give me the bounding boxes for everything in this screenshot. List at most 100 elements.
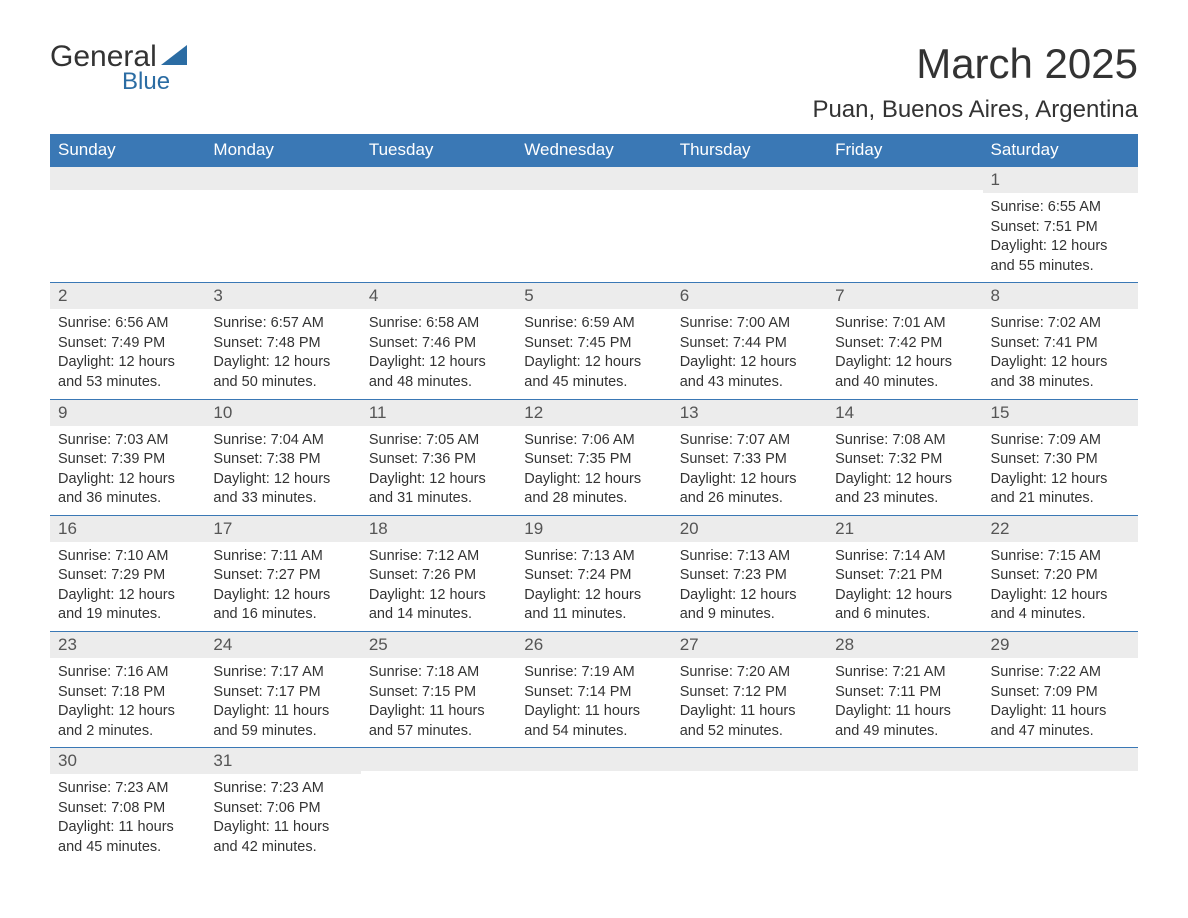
sunset-line: Sunset: 7:11 PM <box>835 683 974 703</box>
empty-body <box>361 191 516 271</box>
daylight-line: Daylight: 12 hours and 33 minutes. <box>213 470 352 509</box>
sunset-line: Sunset: 7:18 PM <box>58 683 197 703</box>
calendar-cell: 3Sunrise: 6:57 AMSunset: 7:48 PMDaylight… <box>205 283 360 399</box>
day-number: 6 <box>672 283 827 310</box>
sunset-line: Sunset: 7:38 PM <box>213 450 352 470</box>
sunset-line: Sunset: 7:20 PM <box>991 566 1130 586</box>
sunrise-line: Sunrise: 7:20 AM <box>680 663 819 683</box>
sunset-line: Sunset: 7:41 PM <box>991 334 1130 354</box>
daylight-line: Daylight: 12 hours and 19 minutes. <box>58 586 197 625</box>
sunrise-line: Sunrise: 6:57 AM <box>213 314 352 334</box>
sunset-line: Sunset: 7:36 PM <box>369 450 508 470</box>
sunrise-line: Sunrise: 6:55 AM <box>991 198 1130 218</box>
calendar-cell: 23Sunrise: 7:16 AMSunset: 7:18 PMDayligh… <box>50 632 205 748</box>
calendar-cell: 20Sunrise: 7:13 AMSunset: 7:23 PMDayligh… <box>672 515 827 631</box>
day-body: Sunrise: 6:55 AMSunset: 7:51 PMDaylight:… <box>983 194 1138 282</box>
sunset-line: Sunset: 7:46 PM <box>369 334 508 354</box>
title-block: March 2025 Puan, Buenos Aires, Argentina <box>812 40 1138 124</box>
calendar-cell <box>205 167 360 283</box>
sunrise-line: Sunrise: 7:01 AM <box>835 314 974 334</box>
day-body: Sunrise: 7:05 AMSunset: 7:36 PMDaylight:… <box>361 427 516 515</box>
calendar-cell: 21Sunrise: 7:14 AMSunset: 7:21 PMDayligh… <box>827 515 982 631</box>
sunset-line: Sunset: 7:09 PM <box>991 683 1130 703</box>
logo: General Blue <box>50 40 187 96</box>
calendar-row: 1Sunrise: 6:55 AMSunset: 7:51 PMDaylight… <box>50 167 1138 283</box>
day-number: 18 <box>361 516 516 543</box>
empty-body <box>516 191 671 271</box>
empty-daynum <box>827 167 982 191</box>
sunset-line: Sunset: 7:27 PM <box>213 566 352 586</box>
day-number: 22 <box>983 516 1138 543</box>
day-number: 20 <box>672 516 827 543</box>
day-number: 7 <box>827 283 982 310</box>
empty-body <box>205 191 360 271</box>
calendar-cell <box>672 167 827 283</box>
daylight-line: Daylight: 12 hours and 16 minutes. <box>213 586 352 625</box>
day-body: Sunrise: 6:59 AMSunset: 7:45 PMDaylight:… <box>516 310 671 398</box>
day-body: Sunrise: 6:58 AMSunset: 7:46 PMDaylight:… <box>361 310 516 398</box>
day-number: 28 <box>827 632 982 659</box>
calendar-cell: 8Sunrise: 7:02 AMSunset: 7:41 PMDaylight… <box>983 283 1138 399</box>
sunrise-line: Sunrise: 7:03 AM <box>58 431 197 451</box>
sunset-line: Sunset: 7:51 PM <box>991 218 1130 238</box>
day-number: 16 <box>50 516 205 543</box>
day-body: Sunrise: 7:14 AMSunset: 7:21 PMDaylight:… <box>827 543 982 631</box>
calendar-cell <box>361 167 516 283</box>
calendar-row: 23Sunrise: 7:16 AMSunset: 7:18 PMDayligh… <box>50 632 1138 748</box>
day-number: 17 <box>205 516 360 543</box>
day-number: 27 <box>672 632 827 659</box>
calendar-cell: 17 Sunrise: 7:11 AMSunset: 7:27 PMDayligh… <box>205 515 360 631</box>
day-number: 4 <box>361 283 516 310</box>
sunset-line: Sunset: 7:21 PM <box>835 566 974 586</box>
daylight-line: Daylight: 12 hours and 55 minutes. <box>991 237 1130 276</box>
daylight-line: Daylight: 12 hours and 21 minutes. <box>991 470 1130 509</box>
calendar-cell: 13Sunrise: 7:07 AMSunset: 7:33 PMDayligh… <box>672 399 827 515</box>
day-body: Sunrise: 7:20 AMSunset: 7:12 PMDaylight:… <box>672 659 827 747</box>
sunset-line: Sunset: 7:26 PM <box>369 566 508 586</box>
day-body: Sunrise: 7:09 AMSunset: 7:30 PMDaylight:… <box>983 427 1138 515</box>
empty-daynum <box>361 748 516 772</box>
day-body: Sunrise: 7:10 AMSunset: 7:29 PMDaylight:… <box>50 543 205 631</box>
sunrise-line: Sunrise: 7:23 AM <box>58 779 197 799</box>
calendar-row: 9Sunrise: 7:03 AMSunset: 7:39 PMDaylight… <box>50 399 1138 515</box>
calendar-cell: 6Sunrise: 7:00 AMSunset: 7:44 PMDaylight… <box>672 283 827 399</box>
weekday-header: Monday <box>205 134 360 167</box>
sunset-line: Sunset: 7:23 PM <box>680 566 819 586</box>
calendar-cell: 1Sunrise: 6:55 AMSunset: 7:51 PMDaylight… <box>983 167 1138 283</box>
daylight-line: Daylight: 12 hours and 53 minutes. <box>58 353 197 392</box>
day-number: 26 <box>516 632 671 659</box>
weekday-header: Friday <box>827 134 982 167</box>
sunrise-line: Sunrise: 7:13 AM <box>680 547 819 567</box>
sunset-line: Sunset: 7:14 PM <box>524 683 663 703</box>
daylight-line: Daylight: 12 hours and 36 minutes. <box>58 470 197 509</box>
calendar-cell: 30Sunrise: 7:23 AMSunset: 7:08 PMDayligh… <box>50 748 205 864</box>
day-number: 11 <box>361 400 516 427</box>
day-number: 5 <box>516 283 671 310</box>
daylight-line: Daylight: 12 hours and 31 minutes. <box>369 470 508 509</box>
calendar-cell <box>50 167 205 283</box>
sunset-line: Sunset: 7:29 PM <box>58 566 197 586</box>
sunrise-line: Sunrise: 7:08 AM <box>835 431 974 451</box>
sunrise-line: Sunrise: 7:16 AM <box>58 663 197 683</box>
empty-body <box>672 191 827 271</box>
triangle-icon <box>161 45 187 70</box>
daylight-line: Daylight: 12 hours and 40 minutes. <box>835 353 974 392</box>
sunrise-line: Sunrise: 7:11 AM <box>213 547 352 567</box>
sunrise-line: Sunrise: 7:21 AM <box>835 663 974 683</box>
daylight-line: Daylight: 11 hours and 47 minutes. <box>991 702 1130 741</box>
day-body: Sunrise: 7:06 AMSunset: 7:35 PMDaylight:… <box>516 427 671 515</box>
day-body: Sunrise: 7:02 AMSunset: 7:41 PMDaylight:… <box>983 310 1138 398</box>
sunrise-line: Sunrise: 7:23 AM <box>213 779 352 799</box>
daylight-line: Daylight: 12 hours and 14 minutes. <box>369 586 508 625</box>
calendar-cell: 28Sunrise: 7:21 AMSunset: 7:11 PMDayligh… <box>827 632 982 748</box>
daylight-line: Daylight: 12 hours and 4 minutes. <box>991 586 1130 625</box>
calendar-cell: 29Sunrise: 7:22 AMSunset: 7:09 PMDayligh… <box>983 632 1138 748</box>
empty-daynum <box>516 167 671 191</box>
daylight-line: Daylight: 12 hours and 38 minutes. <box>991 353 1130 392</box>
sunset-line: Sunset: 7:15 PM <box>369 683 508 703</box>
header: General Blue March 2025 Puan, Buenos Air… <box>50 40 1138 124</box>
calendar-cell: 15Sunrise: 7:09 AMSunset: 7:30 PMDayligh… <box>983 399 1138 515</box>
day-body: Sunrise: 7:13 AMSunset: 7:24 PMDaylight:… <box>516 543 671 631</box>
day-number: 14 <box>827 400 982 427</box>
sunrise-line: Sunrise: 6:58 AM <box>369 314 508 334</box>
